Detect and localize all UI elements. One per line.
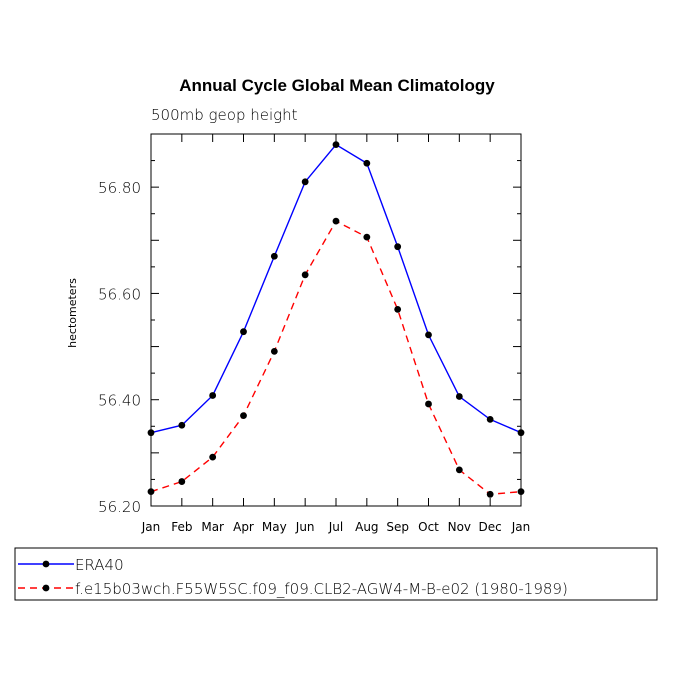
data-point	[147, 488, 155, 496]
data-point	[394, 305, 402, 313]
data-point	[363, 233, 371, 241]
data-point	[332, 217, 340, 225]
chart-title: Annual Cycle Global Mean Climatology	[179, 76, 495, 95]
legend-label: f.e15b03wch.F55W5SC.f09_f09.CLB2-AGW4-M-…	[75, 580, 568, 598]
data-point	[270, 252, 278, 260]
legend-box	[14, 547, 658, 601]
data-point	[178, 421, 186, 429]
data-point	[209, 392, 217, 399]
x-tick-label: Dec	[479, 520, 502, 534]
data-point	[517, 429, 525, 437]
legend-marker	[42, 560, 50, 568]
x-tick-label: Sep	[386, 520, 409, 534]
y-tick-label: 56.40	[98, 392, 141, 410]
data-point	[178, 478, 186, 485]
chart-subtitle: 500mb geop height	[151, 106, 298, 124]
data-point	[486, 490, 494, 498]
x-tick-label: Jul	[328, 520, 343, 534]
data-point	[209, 453, 217, 461]
x-tick-label: Mar	[201, 520, 224, 534]
x-tick-label: May	[262, 520, 287, 534]
series-line-era40	[150, 143, 522, 434]
x-tick-label: Jan	[141, 520, 161, 534]
x-tick-label: Aug	[355, 520, 378, 534]
y-axis-label: hectometers	[66, 278, 79, 348]
data-point	[301, 178, 309, 186]
y-tick-label: 56.80	[98, 179, 141, 197]
data-point	[363, 159, 371, 167]
data-point	[240, 412, 247, 420]
data-point	[425, 331, 432, 339]
data-point	[240, 328, 247, 336]
legend-label: ERA40	[75, 556, 124, 574]
x-tick-label: Feb	[171, 520, 192, 534]
x-tick-label: Jun	[295, 520, 315, 534]
legend-marker	[42, 584, 50, 592]
data-point	[270, 347, 278, 355]
data-point	[301, 271, 309, 279]
data-point	[455, 393, 463, 400]
data-point	[332, 141, 340, 149]
x-tick-label: Oct	[418, 520, 439, 534]
series-line-model	[150, 220, 522, 496]
data-point	[147, 429, 155, 437]
data-point	[394, 243, 402, 251]
data-point	[425, 400, 432, 408]
data-point	[486, 415, 494, 423]
x-tick-label: Nov	[448, 520, 471, 534]
y-tick-label: 56.20	[98, 498, 141, 516]
data-point	[455, 466, 463, 474]
y-tick-label: 56.60	[98, 285, 141, 303]
x-tick-label: Jan	[511, 520, 531, 534]
x-tick-label: Apr	[233, 520, 254, 534]
data-point	[517, 488, 525, 496]
legend: ERA40 f.e15b03wch.F55W5SC.f09_f09.CLB2-AG…	[14, 547, 658, 601]
plot-frame	[150, 133, 522, 507]
